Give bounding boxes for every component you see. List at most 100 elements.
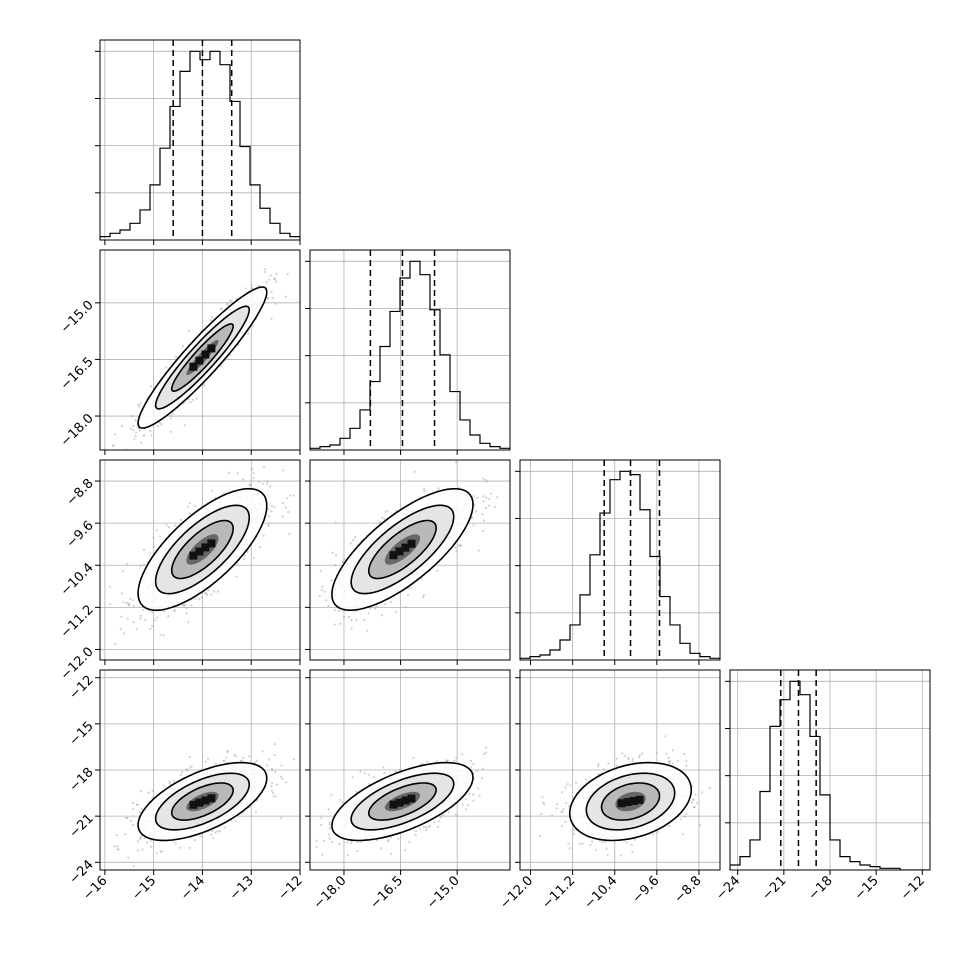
- sample-point: [165, 524, 168, 527]
- sample-point: [373, 775, 376, 778]
- sample-point: [435, 760, 438, 763]
- sample-point: [162, 610, 165, 613]
- sample-point: [187, 329, 191, 332]
- sample-point: [143, 837, 146, 840]
- sample-point: [280, 764, 283, 767]
- sample-point: [203, 591, 206, 595]
- sample-point: [186, 769, 189, 772]
- panel-0-0: [95, 39, 301, 245]
- sample-point: [476, 496, 479, 499]
- sample-point: [330, 793, 333, 796]
- sample-point: [459, 544, 462, 547]
- y-tick-label: −12.0: [58, 645, 97, 684]
- sample-point: [219, 308, 222, 311]
- sample-point: [216, 590, 220, 593]
- sample-point: [425, 828, 428, 832]
- sample-point: [174, 842, 177, 845]
- panel-frame: [309, 249, 511, 451]
- sample-point: [427, 825, 431, 828]
- sample-point: [270, 505, 274, 508]
- sample-point: [135, 627, 138, 631]
- sample-point: [327, 808, 330, 811]
- sample-point: [461, 803, 464, 806]
- sample-point: [446, 759, 449, 762]
- sample-point: [132, 865, 135, 868]
- sample-point: [243, 554, 246, 557]
- sample-point: [341, 801, 344, 804]
- sample-point: [187, 621, 190, 624]
- sample-point: [485, 506, 488, 510]
- sample-point: [148, 552, 151, 555]
- histogram-0: [100, 50, 300, 240]
- sample-point: [455, 550, 458, 553]
- sample-point: [190, 765, 193, 768]
- density-core: [395, 547, 404, 556]
- sample-point: [142, 434, 145, 437]
- sample-point: [190, 604, 193, 607]
- sample-point: [384, 603, 387, 606]
- sample-point: [125, 816, 128, 820]
- sample-point: [627, 756, 630, 760]
- sample-point: [273, 754, 276, 757]
- sample-point: [381, 516, 384, 519]
- density-core: [401, 543, 410, 552]
- sample-point: [168, 780, 171, 783]
- sample-point: [140, 835, 143, 838]
- sample-point: [331, 840, 334, 843]
- panel-frame: [519, 459, 721, 661]
- sample-point: [436, 826, 439, 829]
- sample-point: [421, 762, 424, 766]
- sample-point: [144, 619, 147, 622]
- y-tick-label: −15: [67, 719, 97, 749]
- sample-point: [273, 277, 276, 280]
- sample-point: [179, 773, 182, 777]
- sample-point: [137, 405, 141, 408]
- sample-point: [131, 823, 134, 827]
- sample-point: [137, 840, 140, 843]
- sample-point: [477, 549, 480, 552]
- sample-point: [398, 768, 401, 771]
- sample-point: [250, 287, 253, 290]
- sample-point: [252, 472, 255, 475]
- sample-point: [266, 297, 269, 300]
- sample-point: [355, 790, 358, 793]
- sample-point: [331, 551, 334, 554]
- histogram-1: [310, 260, 510, 450]
- sample-point: [147, 791, 150, 794]
- sample-point: [262, 534, 265, 537]
- sample-point: [472, 799, 475, 802]
- sample-point: [157, 425, 160, 428]
- sample-point: [423, 490, 426, 493]
- sample-point: [218, 830, 221, 833]
- sample-point: [236, 472, 239, 475]
- sample-point: [265, 281, 268, 284]
- sample-point: [315, 839, 318, 842]
- sample-point: [94, 451, 96, 453]
- sample-point: [132, 429, 135, 432]
- sample-point: [333, 608, 336, 612]
- sample-point: [228, 299, 232, 302]
- sample-point: [203, 384, 206, 387]
- sample-point: [127, 604, 131, 607]
- sample-point: [383, 517, 386, 521]
- sample-point: [482, 495, 485, 498]
- sample-point: [453, 759, 456, 763]
- sample-point: [187, 398, 190, 401]
- sample-point: [460, 753, 464, 756]
- sample-point: [159, 850, 162, 853]
- density-core: [201, 543, 210, 552]
- sample-point: [159, 633, 162, 636]
- panel-frame: [99, 39, 301, 241]
- panel-frame: [309, 459, 511, 661]
- sample-point: [325, 599, 328, 602]
- sample-point: [346, 841, 349, 844]
- sample-point: [390, 852, 393, 855]
- density-core: [189, 362, 198, 371]
- sample-point: [165, 366, 168, 369]
- sample-point: [127, 602, 130, 605]
- y-tick-label: −8.8: [64, 476, 97, 509]
- density-core: [407, 794, 416, 803]
- sample-point: [181, 604, 185, 607]
- density-contour-0: [137, 487, 268, 612]
